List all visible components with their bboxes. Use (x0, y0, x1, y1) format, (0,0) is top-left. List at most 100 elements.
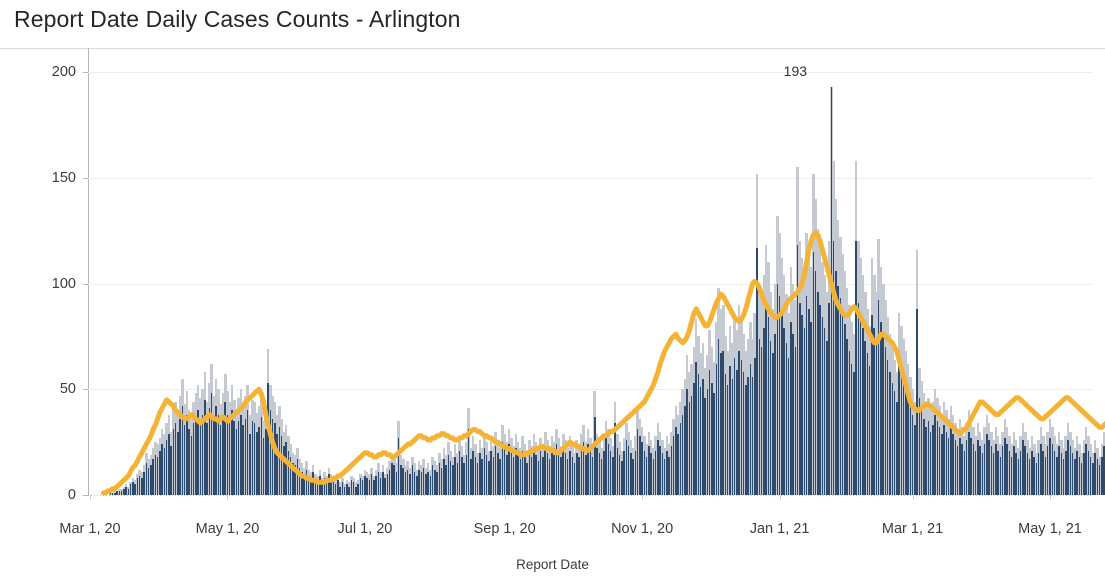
bar-confirmed (722, 351, 724, 495)
bar-confirmed (650, 452, 652, 495)
bar-confirmed (632, 459, 634, 495)
bar-confirmed (560, 456, 562, 495)
bar-confirmed (355, 486, 357, 495)
bar-confirmed (328, 473, 330, 495)
bar-confirmed (123, 488, 125, 495)
bar-confirmed (296, 459, 299, 495)
bar-confirmed (920, 408, 923, 495)
bar-confirmed (997, 450, 999, 495)
bar-confirmed (174, 423, 177, 495)
bar-confirmed (485, 454, 488, 495)
bar-confirmed (537, 461, 540, 495)
bar-confirmed (512, 456, 515, 495)
bar-confirmed (1085, 444, 1087, 495)
bar-confirmed (280, 435, 283, 495)
bar-confirmed (246, 410, 249, 495)
bar-confirmed (643, 450, 646, 495)
bar-confirmed (524, 456, 526, 495)
bar-confirmed (947, 437, 950, 495)
bar-confirmed (285, 442, 287, 495)
bar-confirmed (129, 484, 132, 495)
bar-confirmed (618, 454, 621, 495)
bar-confirmed (283, 446, 285, 495)
bar-confirmed (237, 420, 240, 495)
bar-confirmed (134, 484, 136, 495)
bar-confirmed (952, 433, 954, 495)
bar-confirmed (776, 283, 779, 495)
bar-confirmed (420, 471, 423, 495)
bar-confirmed (778, 296, 781, 495)
bar-confirmed (936, 420, 939, 495)
bar-confirmed (898, 357, 900, 495)
bar-confirmed (379, 478, 382, 495)
bar-confirmed (587, 444, 589, 495)
bar-confirmed (765, 304, 767, 495)
bar-confirmed (465, 454, 468, 495)
bar-confirmed (1065, 450, 1067, 495)
bar-confirmed (368, 480, 371, 495)
bar-confirmed (456, 463, 459, 495)
bar-confirmed (911, 414, 914, 495)
bar-confirmed (224, 401, 226, 495)
bar-confirmed (835, 270, 837, 495)
bar-confirmed (566, 459, 569, 495)
bar-confirmed (726, 385, 729, 495)
bar-confirmed (850, 363, 853, 495)
bar-confirmed (1004, 437, 1006, 495)
bar-confirmed (497, 452, 499, 495)
bar-confirmed (609, 450, 612, 495)
bar-confirmed (666, 450, 668, 495)
bar-confirmed (986, 433, 988, 495)
bar-confirmed (1060, 452, 1063, 495)
bar-confirmed (724, 374, 727, 495)
gridline (88, 283, 1092, 285)
bar-confirmed (470, 459, 472, 495)
bar-confirmed (661, 452, 664, 495)
bar-confirmed (977, 440, 979, 495)
bar-confirmed (287, 450, 290, 495)
bar-confirmed (434, 469, 436, 495)
bar-confirmed (449, 461, 452, 495)
bar-confirmed (1019, 450, 1022, 495)
bar-confirmed (945, 431, 948, 495)
bar-confirmed (530, 456, 533, 495)
bar-confirmed (621, 461, 623, 495)
bar-confirmed (848, 351, 851, 495)
bar-confirmed (625, 440, 628, 495)
bar-confirmed (539, 450, 542, 495)
bar-confirmed (810, 321, 812, 495)
bar-confirmed (256, 431, 258, 495)
bar-confirmed (859, 315, 862, 495)
bar-confirmed (639, 435, 641, 495)
bar-confirmed (240, 414, 242, 495)
bar-confirmed (557, 450, 560, 495)
bar-confirmed (909, 404, 912, 495)
bar-confirmed (564, 452, 567, 495)
bar-confirmed (138, 475, 141, 495)
bar-confirmed (697, 374, 700, 495)
bar-confirmed (388, 469, 391, 495)
bar-confirmed (364, 475, 366, 495)
bar-confirmed (900, 366, 903, 495)
bar-confirmed (228, 423, 231, 495)
bar-confirmed (359, 478, 362, 495)
bar-confirmed (501, 442, 504, 495)
bar-confirmed (603, 450, 605, 495)
bar-confirmed (1062, 459, 1065, 495)
bar-confirmed (880, 321, 882, 495)
bar-confirmed (413, 471, 416, 495)
bar-confirmed (154, 454, 157, 495)
bar-confirmed (943, 425, 945, 495)
bar-confirmed (855, 241, 857, 495)
bar-confirmed (677, 433, 679, 495)
x-tick-label: May 1, 20 (195, 521, 260, 537)
bar-confirmed (310, 478, 312, 495)
bar-confirmed (645, 456, 648, 495)
bar-confirmed (548, 459, 551, 495)
y-tick-label: 150 (51, 169, 76, 186)
bar-confirmed (542, 456, 544, 495)
bar-confirmed (233, 420, 235, 495)
bar-confirmed (418, 469, 420, 495)
bar-confirmed (483, 448, 486, 495)
bar-confirmed (235, 429, 238, 495)
